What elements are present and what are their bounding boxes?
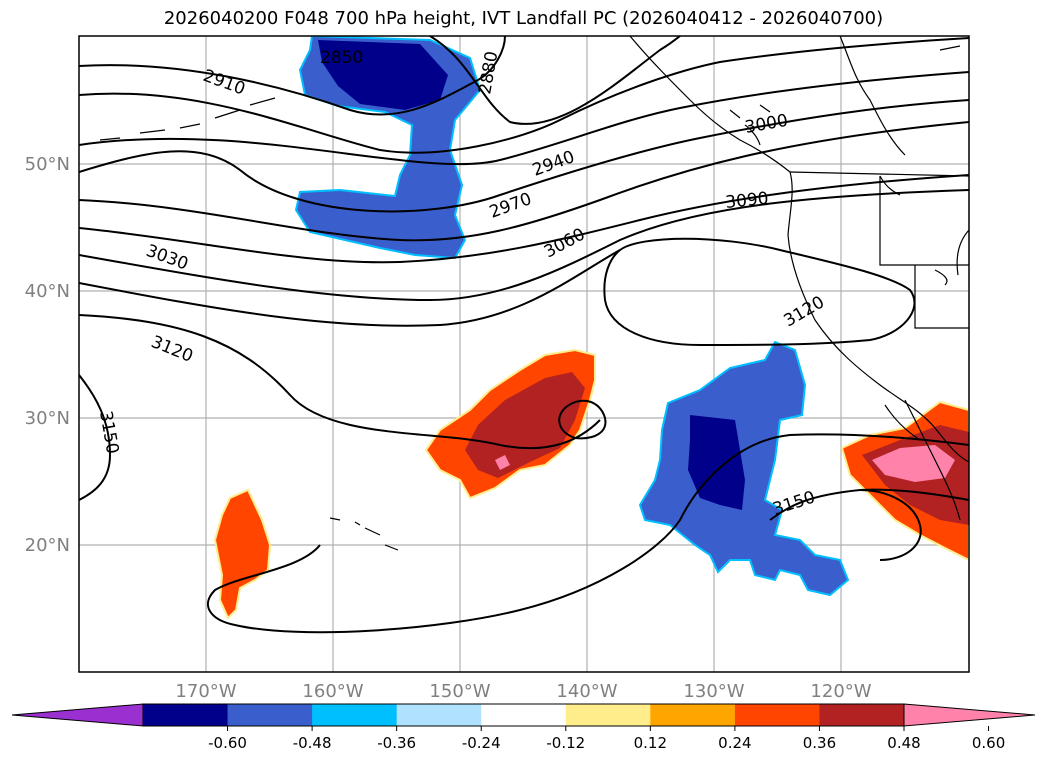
- lon-label-170w: 170°W: [175, 681, 236, 702]
- lat-label-30n: 30°N: [25, 408, 70, 429]
- lon-label-160w: 160°W: [302, 681, 363, 702]
- colorbar-segment: [565, 704, 651, 726]
- colorbar-extend-high: [903, 703, 1036, 727]
- lon-label-140w: 140°W: [556, 681, 617, 702]
- colorbar: -0.60 -0.48 -0.36 -0.24 -0.12 0.12 0.24 0.36 0.4…: [11, 703, 1036, 752]
- colorbar-border: [142, 703, 905, 727]
- colorbar-segment: [819, 704, 905, 726]
- positive-anomaly-west: [213, 488, 272, 620]
- lon-label-120w: 120°W: [810, 681, 871, 702]
- colorbar-tick-label: 0.48: [887, 734, 920, 752]
- map-title: 2026040200 F048 700 hPa height, IVT Land…: [163, 8, 884, 29]
- colorbar-extend-low: [11, 703, 144, 727]
- colorbar-tick-label: -0.48: [293, 734, 332, 752]
- colorbar-tick-label: -0.36: [377, 734, 416, 752]
- colorbar-segment: [396, 704, 482, 726]
- contour-label: 3090: [724, 189, 769, 213]
- colorbar-tick-label: -0.60: [208, 734, 247, 752]
- colorbar-tick-label: 0.12: [634, 734, 667, 752]
- lat-label-50n: 50°N: [25, 154, 70, 175]
- positive-anomaly-central: [424, 348, 596, 500]
- colorbar-tick-label: 0.36: [803, 734, 836, 752]
- colorbar-segment: [143, 704, 229, 726]
- colorbar-segment: [650, 704, 736, 726]
- colorbar-segment: [481, 704, 567, 726]
- coastlines: [99, 36, 969, 551]
- lat-label-40n: 40°N: [25, 281, 70, 302]
- colorbar-tick-label: 0.24: [718, 734, 751, 752]
- contour-label: 2850: [320, 48, 363, 68]
- longitude-labels: 170°W 160°W 150°W 140°W 130°W 120°W: [175, 681, 871, 702]
- negative-anomaly-south: [638, 340, 850, 597]
- colorbar-tick-label: -0.24: [462, 734, 501, 752]
- colorbar-segment: [734, 704, 820, 726]
- negative-anomaly-north: [294, 36, 482, 260]
- lon-label-130w: 130°W: [683, 681, 744, 702]
- lon-label-150w: 150°W: [429, 681, 490, 702]
- map-border: [78, 35, 970, 673]
- lat-label-20n: 20°N: [25, 535, 70, 556]
- colorbar-tick-label: 0.60: [972, 734, 1005, 752]
- colorbar-segment: [312, 704, 398, 726]
- gridlines: [79, 36, 969, 672]
- colorbar-segment: [227, 704, 313, 726]
- colorbar-tick-label: -0.12: [546, 734, 585, 752]
- latitude-labels: 50°N 40°N 30°N 20°N: [25, 154, 70, 556]
